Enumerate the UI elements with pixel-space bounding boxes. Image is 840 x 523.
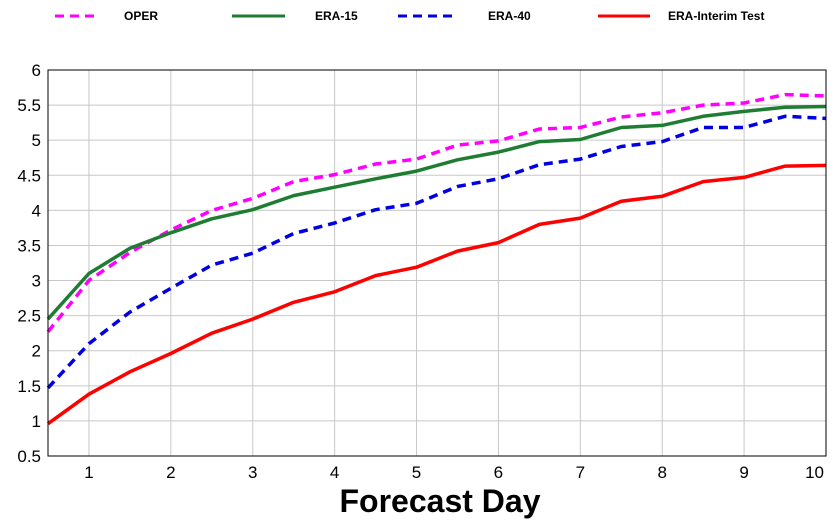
y-tick-label: 4.5 bbox=[17, 166, 41, 185]
plot-frame bbox=[47, 69, 827, 457]
y-tick-label: 2.5 bbox=[17, 307, 41, 326]
series-line-era-15 bbox=[46, 104, 827, 321]
y-tick-label: 1 bbox=[32, 412, 41, 431]
y-tick-label: 5.5 bbox=[17, 96, 41, 115]
y-tick-label: 4 bbox=[32, 201, 41, 220]
y-tick-labels: 0.5 1 1.5 2 2.5 3 3.5 4 4.5 5 5.5 6 bbox=[17, 61, 41, 466]
y-tick-label: 1.5 bbox=[17, 377, 41, 396]
legend-item-oper: OPER bbox=[55, 9, 158, 23]
grid bbox=[48, 70, 826, 456]
x-tick-label: 4 bbox=[330, 463, 339, 482]
series-line-era-interim-test bbox=[46, 163, 827, 426]
x-tick-label: 7 bbox=[576, 463, 585, 482]
x-tick-label: 9 bbox=[739, 463, 748, 482]
y-tick-label: 3 bbox=[32, 272, 41, 291]
series-layer bbox=[46, 92, 827, 426]
y-tick-label: 6 bbox=[32, 61, 41, 80]
legend-item-era-interim-test: ERA-Interim Test bbox=[598, 9, 764, 23]
x-tick-label: 3 bbox=[248, 463, 257, 482]
x-axis-title: Forecast Day bbox=[340, 483, 541, 519]
legend-item-era-15: ERA-15 bbox=[232, 9, 358, 23]
y-tick-label: 2 bbox=[32, 342, 41, 361]
x-tick-label: 2 bbox=[166, 463, 175, 482]
legend-label: OPER bbox=[124, 9, 158, 23]
y-tick-label: 3.5 bbox=[17, 236, 41, 255]
legend-label: ERA-40 bbox=[488, 9, 531, 23]
legend: OPER ERA-15 ERA-40 ERA-Interim Test bbox=[55, 9, 764, 23]
series-line-oper bbox=[46, 92, 827, 333]
x-tick-label: 1 bbox=[84, 463, 93, 482]
legend-item-era-40: ERA-40 bbox=[398, 9, 531, 23]
legend-label: ERA-15 bbox=[315, 9, 358, 23]
x-tick-label: 6 bbox=[494, 463, 503, 482]
y-tick-label: 0.5 bbox=[17, 447, 41, 466]
x-tick-label: 10 bbox=[805, 463, 824, 482]
legend-label: ERA-Interim Test bbox=[668, 9, 764, 23]
x-tick-label: 8 bbox=[657, 463, 666, 482]
y-tick-label: 5 bbox=[32, 131, 41, 150]
x-tick-label: 5 bbox=[412, 463, 421, 482]
x-tick-labels: 1 2 3 4 5 6 7 8 9 10 bbox=[84, 463, 824, 482]
series-line-era-40 bbox=[46, 114, 827, 390]
